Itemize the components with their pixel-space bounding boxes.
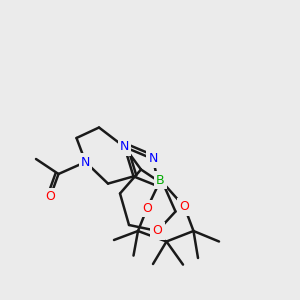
Text: O: O [180,200,189,214]
Text: O: O [142,202,152,215]
Text: N: N [120,140,129,154]
Text: N: N [148,152,158,166]
Text: N: N [81,155,90,169]
Text: O: O [46,190,55,203]
Text: O: O [153,224,162,238]
Text: B: B [156,173,165,187]
